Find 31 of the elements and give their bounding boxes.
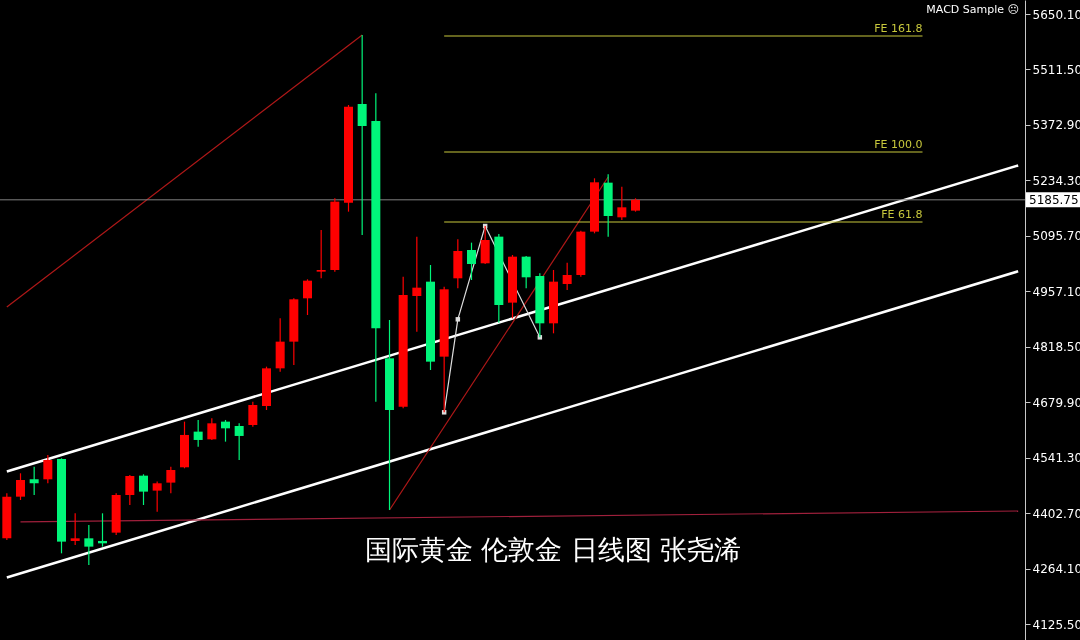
candlestick xyxy=(562,262,572,291)
point xyxy=(537,335,543,340)
candlestick xyxy=(467,242,476,281)
series-label: FE 161.8 xyxy=(874,22,923,36)
annotation: MACD Sample ☹ xyxy=(926,3,1019,16)
candlestick xyxy=(412,236,422,333)
candlestick xyxy=(166,466,176,494)
candlestick xyxy=(316,229,326,279)
candlestick xyxy=(234,422,244,461)
candlestick xyxy=(29,466,39,496)
candlestick xyxy=(248,401,258,428)
candlestick xyxy=(221,419,230,443)
candlestick xyxy=(125,474,135,506)
candlestick xyxy=(303,278,312,316)
candlestick xyxy=(193,419,203,448)
series-label: FE 100.0 xyxy=(874,138,923,152)
point xyxy=(455,317,461,322)
ref-line-label: 5185.75 xyxy=(1029,192,1079,207)
candlestick xyxy=(357,34,367,236)
candlestick xyxy=(70,512,80,546)
candlestick xyxy=(152,481,162,513)
point xyxy=(441,410,447,415)
candlestick xyxy=(207,417,217,441)
candlestick xyxy=(84,524,94,566)
candlestick xyxy=(521,255,531,289)
series-label: FE 61.8 xyxy=(881,208,923,221)
candlestick xyxy=(16,472,25,501)
candlestick xyxy=(43,454,53,484)
text: 国际黄金 伦敦金 日线图 张尧浠 xyxy=(364,534,742,565)
candlestick xyxy=(139,473,148,506)
candlestick xyxy=(617,186,627,221)
